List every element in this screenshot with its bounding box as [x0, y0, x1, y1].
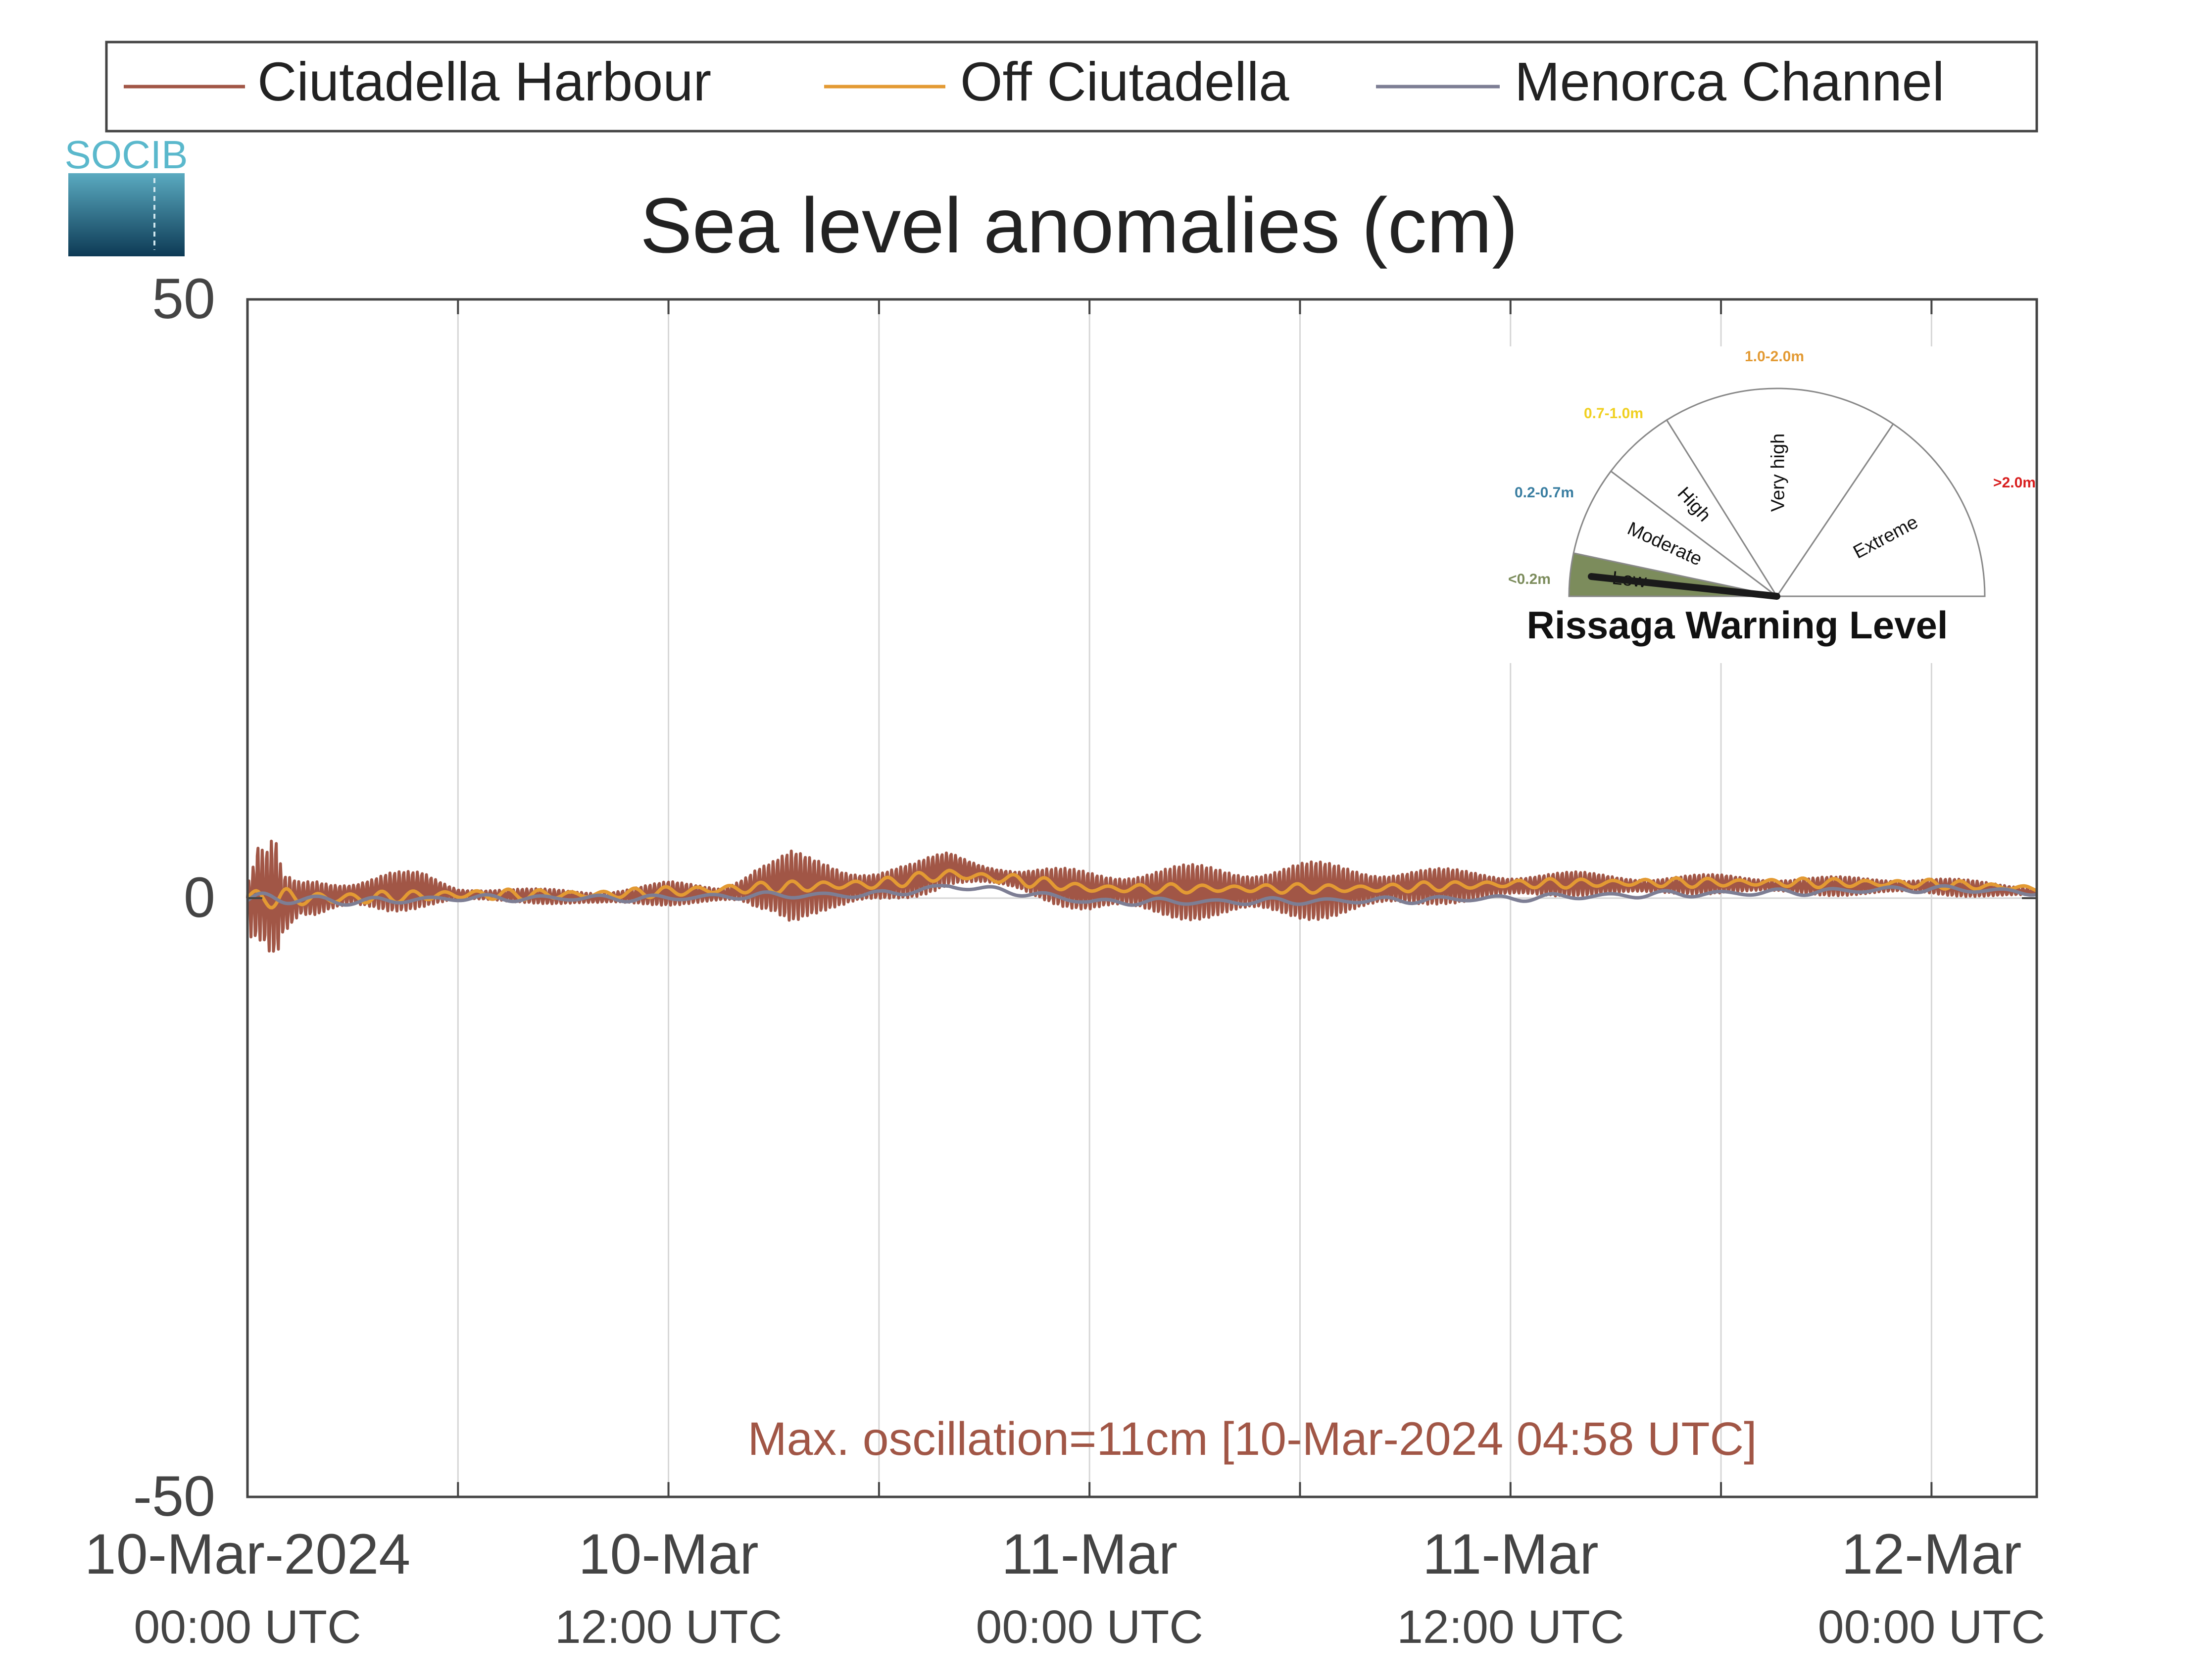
rissaga-warning-gauge: Low<0.2mModerate0.2-0.7mHigh0.7-1.0mVery… — [1480, 346, 2036, 663]
x-tick-label-time: 00:00 UTC — [1818, 1601, 2045, 1653]
x-tick-label-date: 12-Mar — [1841, 1523, 2021, 1586]
y-tick-label: -50 — [133, 1465, 215, 1528]
x-tick-label-date: 10-Mar — [578, 1523, 758, 1586]
legend-label-menorca-channel: Menorca Channel — [1515, 51, 1944, 112]
gauge-sector-high — [1610, 419, 1778, 597]
gauge-range-label: 0.2-0.7m — [1515, 484, 1574, 501]
socib-logo: SOCIB — [65, 133, 188, 256]
gauge-sector-extreme — [1775, 423, 1986, 597]
y-tick-label: 50 — [152, 267, 215, 331]
gauge-range-label: >2.0m — [1993, 475, 2036, 491]
series-line-menorca-channel — [246, 884, 2037, 907]
x-tick-label-time: 00:00 UTC — [976, 1601, 1203, 1653]
x-tick-label-time: 12:00 UTC — [555, 1601, 782, 1653]
y-tick-labels: -50 0 50 — [133, 267, 215, 1528]
legend-label-off-ciutadella: Off Ciutadella — [960, 51, 1289, 112]
x-tick-labels: 10-Mar-2024 00:00 UTC 10-Mar 12:00 UTC 11-Ma… — [85, 1523, 2045, 1653]
gauge-needle — [1588, 573, 1780, 600]
gauge-range-label: <0.2m — [1508, 571, 1551, 587]
axis-ticks — [247, 298, 2037, 1498]
x-tick-label-time: 12:00 UTC — [1397, 1601, 1624, 1653]
gauge-title: Rissaga Warning Level — [1526, 603, 1948, 647]
gauge-range-label: 0.7-1.0m — [1584, 405, 1643, 422]
y-tick-label: 0 — [184, 866, 215, 929]
logo-text: SOCIB — [65, 133, 188, 177]
x-tick-label-time: 00:00 UTC — [134, 1601, 361, 1653]
chart-title: Sea level anomalies (cm) — [640, 182, 1518, 269]
gauge-range-label: 1.0-2.0m — [1745, 348, 1804, 365]
legend: Ciutadella Harbour Off Ciutadella Menorc… — [105, 41, 2038, 133]
x-tick-label-date: 11-Mar — [1423, 1523, 1599, 1586]
legend-label-ciutadella-harbour: Ciutadella Harbour — [257, 51, 711, 112]
gauge-sector-label: Very high — [1767, 433, 1788, 512]
x-tick-label-date: 10-Mar-2024 — [85, 1523, 410, 1586]
series-group — [246, 839, 2038, 953]
gauge-sector-very-high — [1666, 387, 1894, 598]
gauge-sector-moderate — [1572, 470, 1777, 597]
x-tick-label-date: 11-Mar — [1001, 1523, 1178, 1586]
max-oscillation-annotation: Max. oscillation=11cm [10-Mar-2024 04:58… — [748, 1413, 1757, 1465]
series-line-off-ciutadella — [246, 868, 2038, 910]
